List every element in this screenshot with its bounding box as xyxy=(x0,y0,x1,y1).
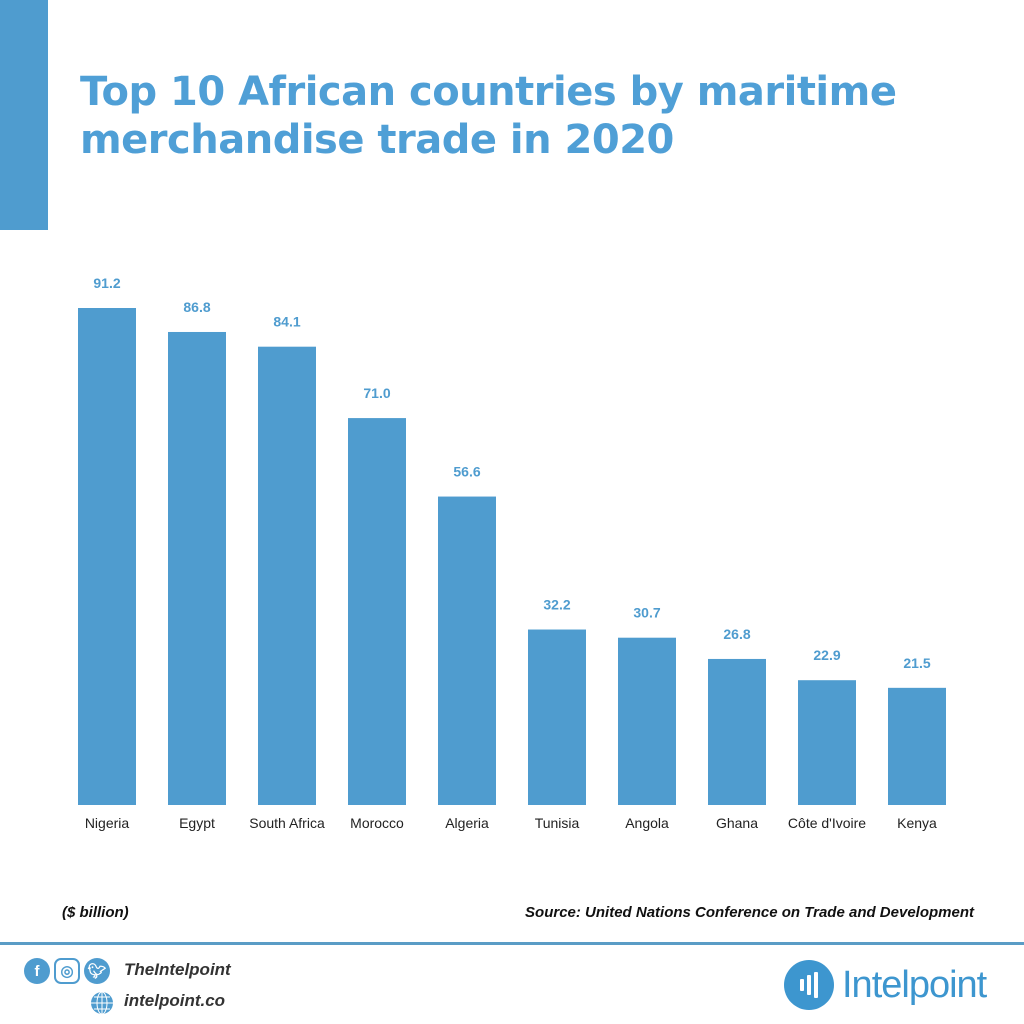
data-label: 30.7 xyxy=(633,605,660,621)
category-label: Kenya xyxy=(897,815,937,831)
brand-logo: Intelpoint xyxy=(784,960,987,1010)
bar-0 xyxy=(78,308,136,805)
data-label: 21.5 xyxy=(903,655,930,671)
social-handle[interactable]: TheIntelpoint xyxy=(124,960,231,979)
category-label: Morocco xyxy=(350,815,404,831)
category-label: South Africa xyxy=(249,815,325,831)
data-label: 91.2 xyxy=(93,275,120,291)
bar-7 xyxy=(708,658,766,805)
category-label: Angola xyxy=(625,815,669,831)
data-label: 32.2 xyxy=(543,597,570,613)
data-label: 84.1 xyxy=(273,314,300,330)
bar-5 xyxy=(528,629,586,805)
category-label: Nigeria xyxy=(85,815,130,831)
facebook-icon[interactable]: f xyxy=(24,958,50,984)
logo-bars-icon xyxy=(784,960,834,1010)
data-label: 22.9 xyxy=(813,647,840,663)
social-icons: f ◎ 🐦︎ xyxy=(24,958,110,984)
bar-8 xyxy=(798,680,856,805)
category-label: Algeria xyxy=(445,815,489,831)
globe-icon xyxy=(91,991,113,1015)
footer-divider xyxy=(0,942,1024,945)
data-label: 71.0 xyxy=(363,385,390,401)
data-label: 86.8 xyxy=(183,299,210,315)
source-note: Source: United Nations Conference on Tra… xyxy=(525,904,974,921)
instagram-icon[interactable]: ◎ xyxy=(54,958,80,984)
chart-title: Top 10 African countries by maritime mer… xyxy=(80,69,897,163)
bar-4 xyxy=(438,496,496,805)
category-label: Egypt xyxy=(179,815,215,831)
data-label: 56.6 xyxy=(453,464,480,480)
accent-bar xyxy=(0,0,48,230)
brand-name: Intelpoint xyxy=(842,963,987,1006)
bar-chart: 91.2 Nigeria 86.8 Egypt 84.1 South Africa 71.0… xyxy=(78,275,946,831)
category-label: Ghana xyxy=(716,815,758,831)
category-label: Côte d'Ivoire xyxy=(788,815,866,831)
bar-1 xyxy=(168,331,226,805)
website-link[interactable]: intelpoint.co xyxy=(124,991,226,1010)
bar-9 xyxy=(888,687,946,805)
bar-2 xyxy=(258,346,316,805)
data-label: 26.8 xyxy=(723,626,750,642)
bar-3 xyxy=(348,418,406,805)
unit-note: ($ billion) xyxy=(62,904,129,921)
category-label: Tunisia xyxy=(535,815,580,831)
bar-6 xyxy=(618,637,676,805)
twitter-icon[interactable]: 🐦︎ xyxy=(84,958,110,984)
